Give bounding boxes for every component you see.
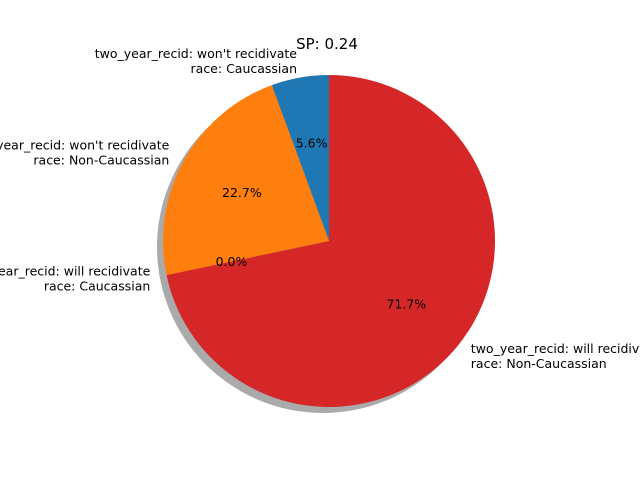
pie-slice	[166, 75, 496, 407]
pie-percent-label: 22.7%	[222, 185, 262, 200]
pie-percent-label: 5.6%	[296, 135, 328, 150]
pie-slice-label-line: two_year_recid: won't recidivate	[95, 46, 298, 61]
pie-slice-label-line: race: Non-Caucassian	[471, 356, 607, 371]
pie-percent-label: 0.0%	[216, 254, 248, 269]
pie-slice-label: two_year_recid: won't recidivate race: Ca…	[95, 46, 298, 76]
pie-slice	[271, 75, 329, 241]
pie-percent-label: 71.7%	[386, 296, 426, 311]
pie-slice-label-line: race: Non-Caucassian	[33, 153, 169, 168]
pie-slice-label-line: two_year_recid: will recidivate	[0, 264, 151, 279]
pie-percent-labels: 5.6% 22.7% 0.0% 71.7%	[216, 135, 427, 311]
chart-title: SP: 0.24	[296, 35, 358, 53]
pie-slice-label-line: two_year_recid: won't recidivate	[0, 138, 170, 153]
pie-slice-label-line: race: Caucassian	[191, 61, 297, 76]
pie-slice-label-line: race: Caucassian	[44, 279, 150, 294]
pie-slice-labels: two_year_recid: won't recidivate race: Ca…	[0, 46, 640, 371]
pie-slices	[163, 75, 496, 407]
pie-slice	[163, 85, 329, 276]
pie-slice-label-line: two_year_recid: will recidivate	[471, 341, 640, 356]
